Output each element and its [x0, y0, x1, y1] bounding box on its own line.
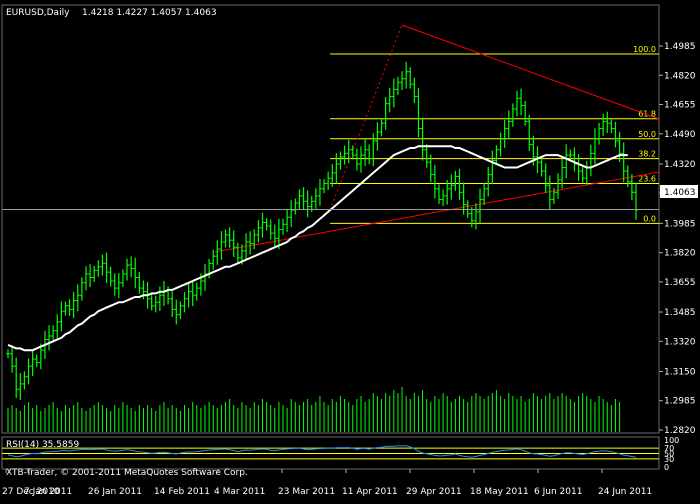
date-tick-label: 4 Mar 2011 [214, 487, 265, 497]
price-tick-label: 1.4490 [664, 130, 696, 140]
upper-trend-line[interactable] [401, 24, 660, 120]
price-tick-label: 1.4320 [664, 160, 696, 170]
price-tick-label: 1.2820 [664, 426, 696, 436]
copyright-label: XTB-Trader, © 2001-2011 MetaQuotes Softw… [6, 468, 248, 478]
price-tick-label: 1.2985 [664, 397, 696, 407]
price-tick-label: 1.4985 [664, 42, 696, 52]
rsi-title: RSI(14) 35.5859 [6, 440, 79, 450]
lower-trend-line[interactable] [214, 171, 660, 253]
price-frame [1, 4, 660, 434]
chart-ohlc-label: 1.4218 1.4227 1.4057 1.4063 [82, 8, 217, 18]
fib-level-label: 50.0 [638, 130, 656, 139]
date-tick-label: 11 Apr 2011 [342, 487, 398, 497]
fib-level-label: 23.6 [638, 174, 656, 183]
date-tick-label: 27 Dec 2010 [2, 487, 60, 497]
date-tick-label: 29 Apr 2011 [406, 487, 462, 497]
chart-symbol-label: EURUSD,Daily [6, 8, 70, 18]
price-bars [6, 61, 638, 401]
rsi-tick-label: 70 [664, 444, 674, 453]
price-tick-label: 1.4655 [664, 101, 696, 111]
price-tick-label: 1.3485 [664, 308, 696, 318]
price-tick-label: 1.3655 [664, 278, 696, 288]
current-price-label: 1.4063 [664, 188, 696, 198]
price-area[interactable]: 100.061.850.038.223.60.0 1.49851.48201.4… [1, 4, 698, 436]
rsi-tick-label: 50 [664, 450, 674, 459]
price-tick-label: 1.3820 [664, 249, 696, 259]
rsi-line [7, 445, 637, 458]
moving-average-line [7, 145, 628, 352]
price-tick-label: 1.4820 [664, 71, 696, 81]
fib-level-label: 0.0 [643, 214, 656, 223]
date-tick-label: 24 Jun 2011 [598, 487, 652, 497]
fib-anchor-line[interactable] [329, 24, 403, 211]
rsi-tick-label: 100 [664, 436, 679, 445]
date-tick-label: 14 Feb 2011 [154, 487, 210, 497]
date-tick-label: 7 Jan 2011 [24, 487, 72, 497]
rsi-tick-label: 0 [664, 463, 669, 472]
price-tick-label: 1.3150 [664, 367, 696, 377]
trend-lines[interactable] [214, 24, 660, 253]
rsi-tick-label: 30 [664, 455, 674, 464]
fibonacci-retracement[interactable]: 100.061.850.038.223.60.0 [330, 45, 659, 224]
date-tick-label: 26 Jan 2011 [88, 487, 142, 497]
price-tick-label: 1.3320 [664, 337, 696, 347]
date-tick-label: 18 May 2011 [470, 487, 529, 497]
date-tick-label: 23 Mar 2011 [278, 487, 335, 497]
fib-level-label: 100.0 [633, 45, 656, 54]
current-price-box [660, 185, 698, 198]
volume-bars [7, 387, 621, 432]
price-tick-label: 1.3985 [664, 219, 696, 229]
fib-level-label: 38.2 [638, 150, 656, 159]
date-tick-label: 6 Jun 2011 [534, 487, 582, 497]
